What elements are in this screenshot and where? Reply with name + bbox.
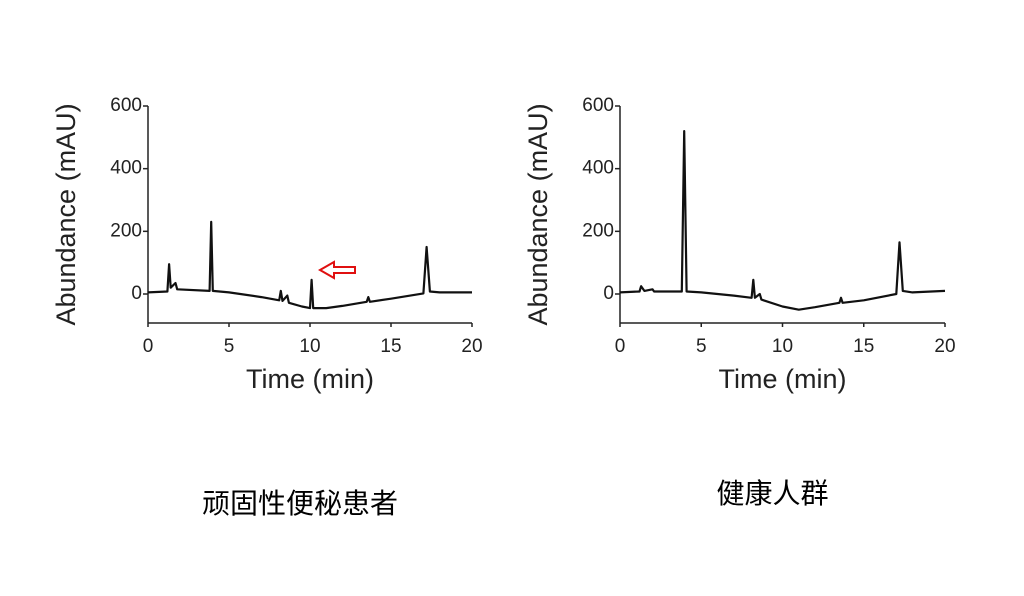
x-tick-label: 20 bbox=[934, 336, 955, 357]
y-tick-label: 200 bbox=[110, 220, 142, 241]
chromatogram-line bbox=[619, 130, 946, 311]
x-tick-label: 15 bbox=[853, 336, 874, 357]
arrow-annotation bbox=[317, 260, 356, 280]
y-tick-label: 200 bbox=[582, 220, 614, 241]
x-tick-label: 5 bbox=[224, 336, 235, 357]
x-tick-label: 5 bbox=[696, 336, 707, 357]
y-tick-label: 600 bbox=[110, 95, 142, 116]
x-tick-label: 0 bbox=[143, 336, 154, 357]
x-tick-label: 15 bbox=[380, 336, 401, 357]
y-tick-label: 400 bbox=[110, 158, 142, 179]
y-tick-label: 400 bbox=[582, 158, 614, 179]
chromatogram-line bbox=[147, 220, 472, 310]
y-axis-label: Abundance (mAU) bbox=[523, 103, 553, 325]
y-axis-label: Abundance (mAU) bbox=[51, 103, 81, 325]
y-tick-label: 600 bbox=[582, 95, 614, 116]
caption: 健康人群 bbox=[716, 477, 828, 510]
x-tick-label: 20 bbox=[461, 336, 482, 357]
caption: 顽固性便秘患者 bbox=[202, 487, 398, 520]
x-tick-label: 10 bbox=[299, 336, 320, 357]
x-tick-label: 0 bbox=[615, 336, 626, 357]
x-tick-label: 10 bbox=[772, 336, 793, 357]
y-tick-label: 0 bbox=[131, 283, 142, 304]
x-axis-label: Time (min) bbox=[246, 364, 374, 394]
y-tick-label: 0 bbox=[603, 283, 614, 304]
x-axis-label: Time (min) bbox=[719, 364, 847, 394]
